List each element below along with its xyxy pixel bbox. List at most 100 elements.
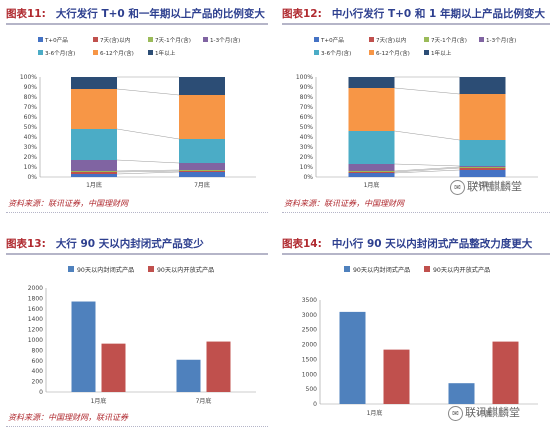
bar-segment — [71, 174, 117, 177]
watermark-text: 联讯麒麟堂 — [467, 180, 522, 193]
y-tick-label: 2000 — [302, 342, 317, 349]
y-tick-label: 1000 — [302, 371, 317, 378]
legend-label: 7天-1个月(含) — [431, 36, 467, 44]
y-tick-label: 800 — [32, 347, 44, 354]
legend-label: 1年以上 — [155, 49, 176, 57]
panel-title-13: 图表13: 大行 90 天以内封闭式产品变少 — [6, 236, 268, 255]
y-tick-label: 40% — [300, 134, 314, 141]
y-tick-label: 1500 — [302, 356, 317, 363]
legend-swatch — [203, 37, 208, 42]
y-tick-label: 20% — [24, 154, 38, 161]
y-tick-label: 1000 — [28, 337, 43, 344]
bar-segment — [71, 129, 117, 160]
bar-segment — [348, 164, 395, 171]
y-tick-label: 0% — [303, 174, 313, 181]
source-divider-13 — [6, 426, 268, 427]
panel-label: 图表11: — [6, 8, 46, 20]
legend-label: 1-3个月(含) — [210, 36, 240, 44]
panel-heading: 中小行发行 T+0 和 1 年期以上产品比例变大 — [331, 8, 546, 20]
y-tick-label: 100% — [20, 74, 37, 81]
x-tick-label: 7月底 — [476, 409, 492, 417]
bar-segment — [179, 77, 225, 95]
legend-swatch — [479, 37, 484, 42]
y-tick-label: 30% — [24, 144, 38, 151]
y-tick-label: 40% — [24, 134, 38, 141]
bar-segment — [348, 77, 395, 88]
bar-segment — [459, 94, 506, 140]
y-tick-label: 60% — [300, 114, 314, 121]
series-connector — [394, 130, 460, 141]
legend-swatch — [93, 37, 98, 42]
x-tick-label: 7月底 — [194, 181, 210, 189]
y-tick-label: 0 — [313, 401, 317, 408]
y-tick-label: 500 — [306, 386, 318, 393]
bar-segment — [459, 167, 506, 168]
series-connector — [116, 88, 180, 96]
watermark: ✉ 联讯麒麟堂 — [448, 404, 520, 421]
legend-label: 6-12个月(含) — [376, 49, 410, 57]
y-tick-label: 100% — [296, 74, 313, 81]
chart-panel-14: 图表14: 中小行 90 天以内封闭式产品整改力度更大 90天以内封闭式产品 90天… — [282, 236, 550, 426]
legend-swatch — [93, 50, 98, 55]
legend-label: 90天以内封闭式产品 — [77, 266, 134, 274]
wechat-icon: ✉ — [448, 405, 463, 421]
bar — [448, 383, 475, 404]
bar-segment — [179, 171, 225, 172]
y-tick-label: 2000 — [28, 285, 43, 292]
legend-label: 1年以上 — [431, 49, 452, 57]
x-tick-label: 1月底 — [91, 397, 107, 405]
panel-title-12: 图表12: 中小行发行 T+0 和 1 年期以上产品比例变大 — [282, 6, 550, 25]
panel-label: 图表12: — [282, 8, 322, 20]
y-tick-label: 0% — [27, 174, 37, 181]
legend-swatch — [148, 50, 153, 55]
wechat-icon: ✉ — [450, 179, 465, 195]
legend-label: 1-3个月(含) — [486, 36, 516, 44]
legend-label: 3-6个月(含) — [321, 49, 351, 57]
bar-segment — [71, 171, 117, 172]
panel-label: 图表14: — [282, 238, 322, 250]
legend-swatch — [68, 266, 74, 272]
bar-segment — [459, 166, 506, 167]
legend-swatch — [148, 266, 154, 272]
bar — [492, 341, 519, 404]
source-divider-11 — [6, 212, 268, 213]
series-connector — [116, 170, 180, 173]
bar-segment — [348, 172, 395, 173]
source-divider-12 — [282, 212, 550, 213]
x-tick-label: 7月底 — [196, 397, 212, 405]
legend-swatch — [424, 37, 429, 42]
bar — [101, 343, 126, 392]
legend-swatch — [314, 50, 319, 55]
legend-label: 6-12个月(含) — [100, 49, 134, 57]
y-tick-label: 600 — [32, 358, 44, 365]
panel-title-11: 图表11: 大行发行 T+0 和一年期以上产品的比例变大 — [6, 6, 268, 25]
y-tick-label: 400 — [32, 368, 44, 375]
x-tick-label: 1月底 — [86, 181, 102, 189]
legend-label: 90天以内封闭式产品 — [353, 266, 410, 274]
bar-segment — [71, 77, 117, 89]
y-tick-label: 1400 — [28, 316, 43, 323]
y-tick-label: 1800 — [28, 295, 43, 302]
legend-swatch — [314, 37, 319, 42]
series-connector — [394, 87, 460, 95]
bar-segment — [459, 168, 506, 170]
bar-segment — [71, 89, 117, 129]
series-connector — [116, 169, 180, 172]
legend-swatch — [424, 50, 429, 55]
legend-swatch — [38, 50, 43, 55]
y-tick-label: 0 — [39, 389, 43, 396]
legend-swatch — [369, 50, 374, 55]
bar — [71, 301, 96, 392]
series-connector — [394, 163, 460, 167]
bar-chart-13: 90天以内封闭式产品 90天以内开放式产品 0 200 400 600 800 1000 120… — [28, 266, 256, 405]
bar — [339, 311, 366, 404]
y-tick-label: 20% — [300, 154, 314, 161]
x-tick-label: 7月底 — [475, 181, 491, 189]
chart-panel-11: 图表11: 大行发行 T+0 和一年期以上产品的比例变大 T+0产品 7天(含)以内… — [6, 6, 274, 206]
y-tick-label: 2500 — [302, 327, 317, 334]
bar-segment — [179, 95, 225, 139]
legend-label: 7天(含)以内 — [100, 36, 131, 44]
bar-segment — [348, 171, 395, 172]
legend-swatch — [38, 37, 43, 42]
bar-segment — [179, 170, 225, 171]
